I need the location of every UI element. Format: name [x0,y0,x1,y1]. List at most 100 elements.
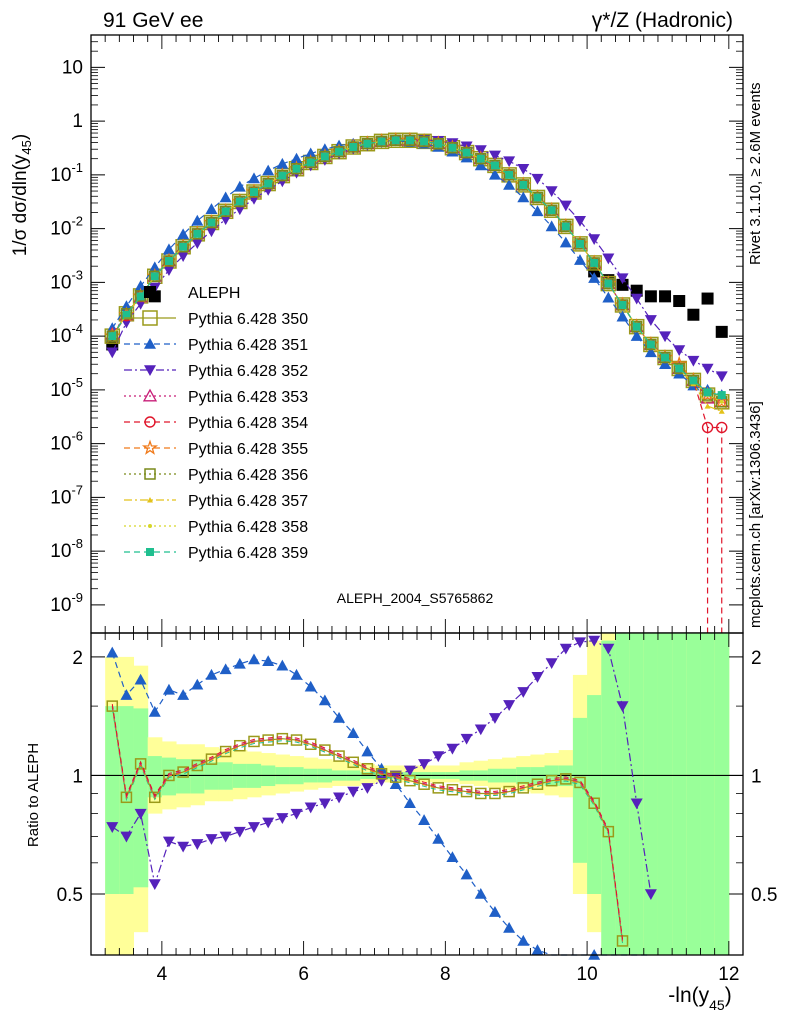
legend-label: Pythia 6.428 350 [188,311,308,328]
ratio-point [531,778,544,790]
ratio-point [191,839,204,850]
data-point [574,215,586,227]
ratio-point [474,887,487,899]
data-point [545,204,558,216]
data-point [306,158,315,167]
data-point [219,205,232,218]
data-point [191,214,204,226]
data-point [531,205,544,217]
ratio-point [276,813,289,824]
ratio-point [134,758,147,770]
data-point [517,163,530,175]
data-point [602,291,615,303]
analysis-watermark: ALEPH_2004_S5765862 [337,590,494,606]
ratio-point [177,841,190,853]
data-point [717,391,726,400]
data-point [519,180,528,189]
data-point [164,256,173,265]
data-point [715,325,728,338]
ratio-ylabel: Ratio to ALEPH [25,743,42,847]
ratio-point [233,657,246,669]
data-point [221,207,230,216]
ratio-point [503,921,516,933]
data-point [545,220,558,232]
series-line [111,139,722,396]
ratio-point [304,802,317,814]
legend-label: Pythia 6.428 357 [188,493,308,510]
ratio-point [318,694,331,706]
data-point [687,308,700,321]
data-point [559,200,572,212]
data-point [405,136,414,145]
data-point [574,238,586,250]
header-right: γ*/Z (Hadronic) [592,9,733,32]
data-point [319,150,331,163]
ratio-point [276,659,289,671]
data-point [632,322,641,331]
data-point [292,164,301,173]
data-point [250,188,258,197]
data-point [718,408,725,414]
uncertainty-band-inner [672,633,687,955]
data-point [488,150,501,162]
ratio-point [134,808,147,820]
data-point [177,251,190,262]
data-point [475,152,487,165]
ratio-series-line [111,708,623,944]
ratio-point [290,734,303,746]
data-point [630,320,643,333]
data-point [248,172,260,184]
ratio-point [205,753,218,765]
uncertainty-band-inner [657,633,673,955]
uncertainty-band-inner [700,633,716,955]
data-point [689,376,698,385]
data-point [474,159,487,171]
data-point [616,299,629,311]
data-point [503,156,516,168]
legend-label: Pythia 6.428 351 [188,337,308,354]
data-point [290,162,303,175]
legend-marker [144,286,156,298]
data-point [719,399,724,404]
data-point [233,180,246,192]
data-point [659,358,672,370]
data-point [163,255,175,267]
rivet-label: Rivet 3.1.10, ≥ 2.6M events [747,83,764,266]
data-point [561,222,570,231]
ratio-point [106,646,119,658]
ratio-point [531,672,544,683]
data-point [320,152,329,161]
y-tick-label: 10-1 [50,160,83,186]
ratio-point [361,745,374,757]
ratio-point [517,934,530,946]
legend-marker [141,439,159,455]
data-point [590,258,599,267]
ratio-point [333,792,346,804]
legend-marker [144,365,156,376]
ratio-point [488,713,501,724]
ratio-series-line [111,704,623,939]
data-point [420,137,429,146]
data-point [219,214,232,226]
ratio-point [389,770,402,782]
uncertainty-band-inner [615,633,631,955]
legend-marker [144,416,156,428]
ratio-point [588,797,600,809]
data-point [602,253,615,265]
legend-marker [146,548,154,556]
ratio-point [120,831,133,843]
data-point [162,243,175,255]
data-point [120,308,133,320]
data-point [602,277,615,290]
data-point [503,178,516,190]
ratio-point [205,668,218,680]
x-tick-label: 8 [440,964,451,985]
data-point [234,195,246,208]
ratio-point [559,643,572,655]
data-point [248,186,260,198]
data-point [488,168,501,180]
uncertainty-band-inner [629,633,645,955]
ratio-point [517,782,530,794]
ratio-point [503,700,516,711]
data-point [191,228,204,240]
